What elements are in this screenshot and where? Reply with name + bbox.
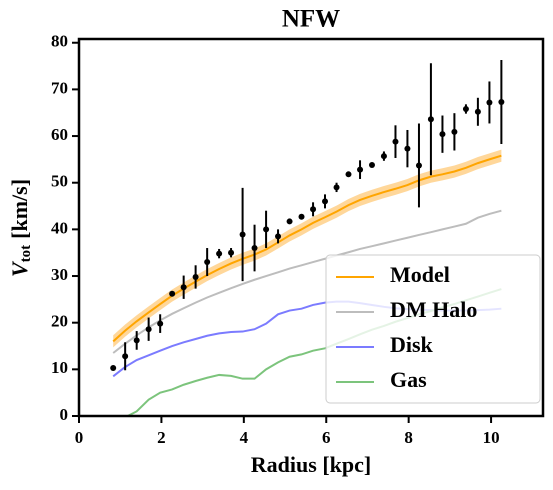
data-point xyxy=(263,226,270,233)
y-tick-label: 30 xyxy=(51,265,68,284)
data-point xyxy=(357,166,364,173)
data-point xyxy=(180,284,187,291)
data-point xyxy=(122,353,129,360)
x-tick-label: 0 xyxy=(75,428,84,447)
data-point xyxy=(415,162,422,169)
y-tick-label: 50 xyxy=(51,172,68,191)
data-point xyxy=(368,161,375,168)
chart-title: NFW xyxy=(282,6,340,33)
data-point xyxy=(133,337,140,344)
data-point xyxy=(145,326,152,333)
legend-label: Disk xyxy=(390,332,434,357)
data-point xyxy=(251,245,258,252)
y-label-unit: [km/s] xyxy=(7,179,32,239)
data-point xyxy=(322,198,329,205)
data-point xyxy=(333,184,340,191)
x-axis-label: Radius [kpc] xyxy=(251,452,371,477)
data-point xyxy=(310,206,317,213)
data-point xyxy=(204,259,211,266)
legend-label: Gas xyxy=(390,367,427,392)
data-point xyxy=(110,364,117,371)
data-point xyxy=(228,249,235,256)
data-point xyxy=(157,320,164,327)
data-point xyxy=(239,231,246,238)
data-point xyxy=(298,213,305,220)
data-point xyxy=(474,108,481,115)
y-tick-label: 70 xyxy=(51,78,68,97)
data-point xyxy=(169,290,176,297)
legend-label: DM Halo xyxy=(390,297,477,322)
y-label-symbol: V xyxy=(7,260,32,277)
legend-box xyxy=(325,254,541,404)
data-point xyxy=(380,153,387,160)
data-point xyxy=(345,171,352,178)
y-tick-label: 0 xyxy=(60,405,69,424)
y-axis-label: Vtot [km/s] xyxy=(7,179,34,277)
x-tick-label: 4 xyxy=(240,428,249,447)
y-tick-label: 20 xyxy=(51,312,68,331)
data-point xyxy=(427,116,434,123)
data-point xyxy=(451,128,458,135)
y-tick-label: 60 xyxy=(51,125,68,144)
data-point xyxy=(286,218,293,225)
data-point xyxy=(498,98,505,105)
plot-frame xyxy=(77,37,545,418)
data-point xyxy=(192,273,199,280)
x-tick-label: 6 xyxy=(322,428,331,447)
data-point xyxy=(275,233,282,240)
data-point xyxy=(486,99,493,106)
y-tick-label: 10 xyxy=(51,358,68,377)
y-tick-label: 40 xyxy=(51,218,68,237)
x-tick-label: 8 xyxy=(404,428,413,447)
data-point xyxy=(439,131,446,138)
y-label-subscript: tot xyxy=(18,245,34,263)
series-line xyxy=(112,154,502,343)
x-tick-label: 10 xyxy=(483,428,500,447)
data-point xyxy=(462,105,469,112)
plot-area xyxy=(110,59,505,416)
data-point xyxy=(404,145,411,152)
x-tick-label: 2 xyxy=(157,428,166,447)
y-tick-label: 80 xyxy=(51,32,68,51)
data-point xyxy=(392,138,399,145)
legend-label: Model xyxy=(390,262,450,287)
data-point xyxy=(216,250,223,257)
series-line xyxy=(112,209,502,354)
